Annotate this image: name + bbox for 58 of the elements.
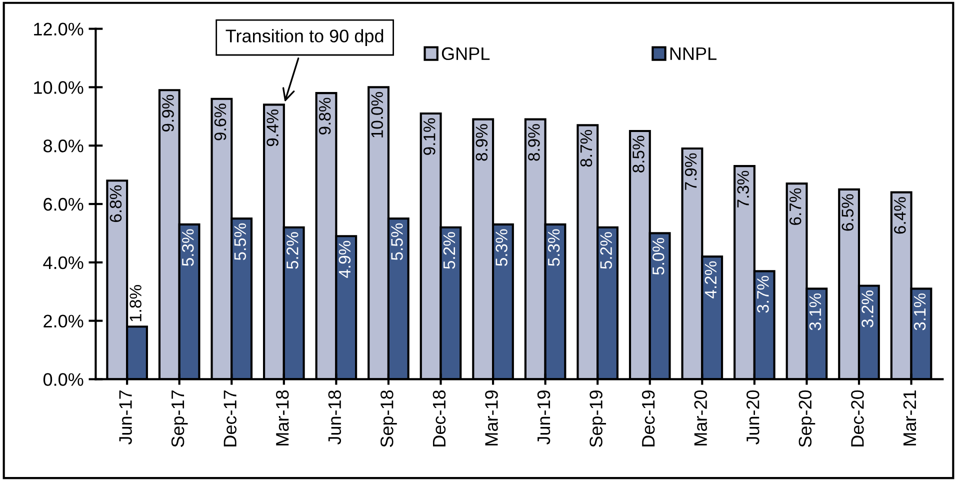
data-label: 9.6% <box>214 104 226 140</box>
data-label: 5.3% <box>548 229 560 266</box>
data-label: 6.5% <box>842 194 854 231</box>
data-label: 8.9% <box>528 124 540 161</box>
x-tick-label: Sep-19 <box>590 390 606 448</box>
y-tick-label: 2.0% <box>44 314 84 328</box>
x-tick-label: Jun-20 <box>746 390 760 445</box>
x-tick-label: Dec-17 <box>224 390 236 446</box>
data-label: 8.9% <box>476 124 488 161</box>
data-label: 3.7% <box>757 276 769 313</box>
data-label: 3.1% <box>914 293 926 330</box>
legend-label: NNPL <box>670 47 716 60</box>
x-tick-label: Jun-17 <box>119 390 132 445</box>
data-label: 5.5% <box>234 223 246 260</box>
y-tick-label: 4.0% <box>43 256 84 270</box>
y-tick-label: 12.0% <box>34 22 84 36</box>
x-tick-label: Jun-18 <box>328 390 342 445</box>
x-tick-label: Dec-19 <box>642 390 655 446</box>
x-tick-label: Sep-18 <box>380 390 397 448</box>
data-label: 8.7% <box>580 130 592 167</box>
x-tick-label: Sep-20 <box>798 390 816 448</box>
data-label: 3.1% <box>809 293 822 330</box>
data-label: 5.5% <box>391 223 403 260</box>
y-tick-label: 0.0% <box>43 373 84 386</box>
x-tick-label: Dec-18 <box>432 390 446 446</box>
x-tick-label: Mar-19 <box>485 390 498 446</box>
x-tick-label: Dec-20 <box>851 390 864 446</box>
x-tick-label: Mar-20 <box>694 390 707 446</box>
legend-label: GNPL <box>442 47 490 60</box>
data-label: 6.7% <box>789 188 802 225</box>
y-tick-label: 8.0% <box>44 140 84 152</box>
data-label: 5.3% <box>182 229 194 266</box>
data-label: 5.2% <box>443 232 456 269</box>
data-label: 7.9% <box>684 153 697 190</box>
data-label: 9.8% <box>318 98 331 134</box>
data-label: 5.0% <box>652 238 664 275</box>
data-label: 6.4% <box>894 197 906 234</box>
data-label: 5.2% <box>286 232 298 269</box>
data-label: 1.8% <box>130 285 142 322</box>
data-label: 9.1% <box>423 118 436 155</box>
data-label: 5.3% <box>496 229 508 266</box>
x-tick-label: Mar-21 <box>903 390 916 446</box>
data-label: 9.4% <box>266 110 278 146</box>
data-label: 10.0% <box>371 92 384 138</box>
data-label: 5.2% <box>600 232 612 269</box>
data-label: 6.8% <box>110 185 122 222</box>
data-label: 4.9% <box>338 240 351 278</box>
x-tick-label: Sep-17 <box>171 390 188 448</box>
annotation: Transition to 90 dpd <box>226 29 384 46</box>
y-tick-label: 10.0% <box>34 81 84 94</box>
data-label: 3.2% <box>862 290 874 328</box>
data-label: 7.3% <box>737 170 749 208</box>
data-label: 8.5% <box>632 136 644 172</box>
data-label: 4.2% <box>704 261 716 298</box>
data-label: 9.9% <box>162 94 174 132</box>
x-tick-label: Mar-18 <box>276 390 289 446</box>
y-tick-label: 6.0% <box>44 198 84 211</box>
x-tick-label: Jun-19 <box>537 390 550 445</box>
